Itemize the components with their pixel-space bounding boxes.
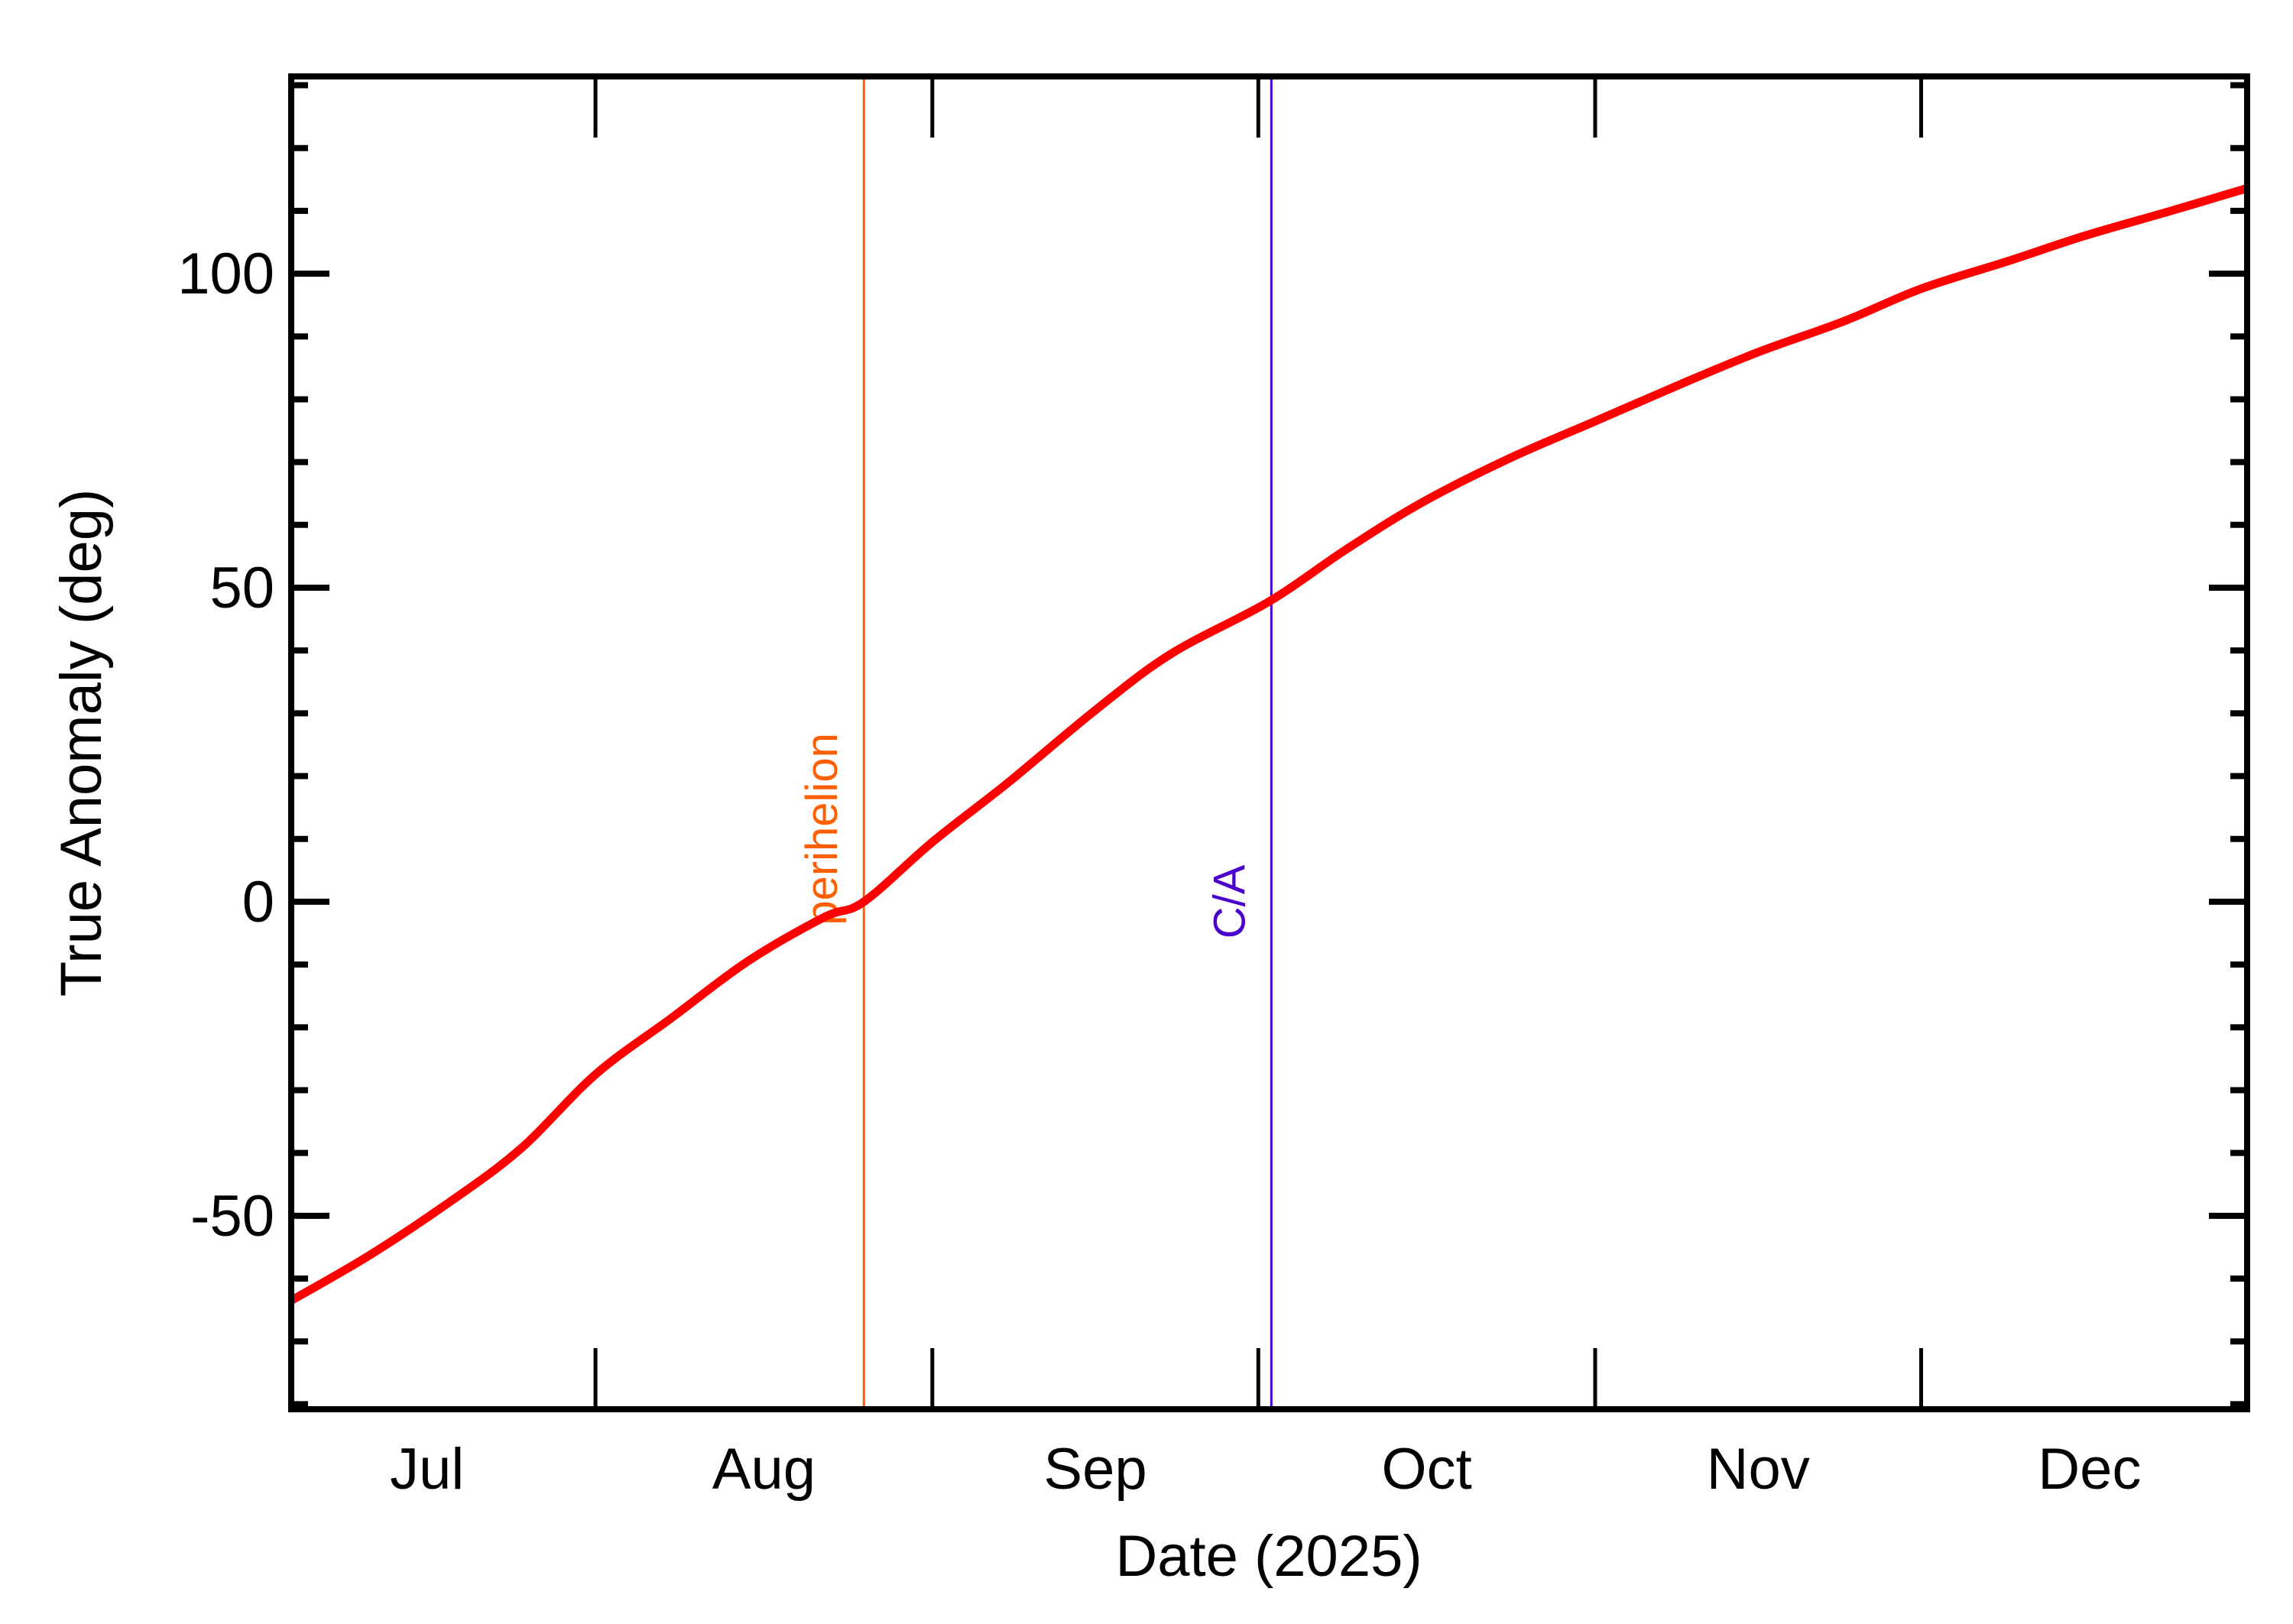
x-month-ticks — [593, 76, 1923, 1409]
event-markers: perihelion C/A — [797, 76, 1273, 1409]
y-major-ticks — [291, 271, 2247, 1219]
true-anomaly-curve — [289, 184, 2249, 1305]
y-tick-label: 50 — [209, 556, 274, 621]
x-tick-label: Aug — [712, 1437, 816, 1502]
y-tick-label: 100 — [177, 241, 274, 306]
y-tick-label: -50 — [190, 1184, 274, 1249]
x-tick-label: Oct — [1382, 1437, 1472, 1502]
y-tick-label: 0 — [242, 870, 274, 935]
x-tick-label: Jul — [390, 1437, 464, 1502]
x-tick-label: Nov — [1707, 1437, 1810, 1502]
plot-frame — [288, 73, 2250, 1412]
x-tick-label: Sep — [1043, 1437, 1146, 1502]
closest-approach-label: C/A — [1205, 864, 1254, 938]
y-axis-title: True Anomaly (deg) — [49, 489, 114, 997]
x-axis-title: Date (2025) — [1115, 1524, 1422, 1589]
x-axis-tick-labels: Jul Aug Sep Oct Nov Dec — [390, 1437, 2141, 1502]
perihelion-label: perihelion — [797, 733, 847, 925]
y-axis-tick-labels: -50 0 50 100 — [177, 241, 274, 1249]
x-tick-label: Dec — [2038, 1437, 2141, 1502]
